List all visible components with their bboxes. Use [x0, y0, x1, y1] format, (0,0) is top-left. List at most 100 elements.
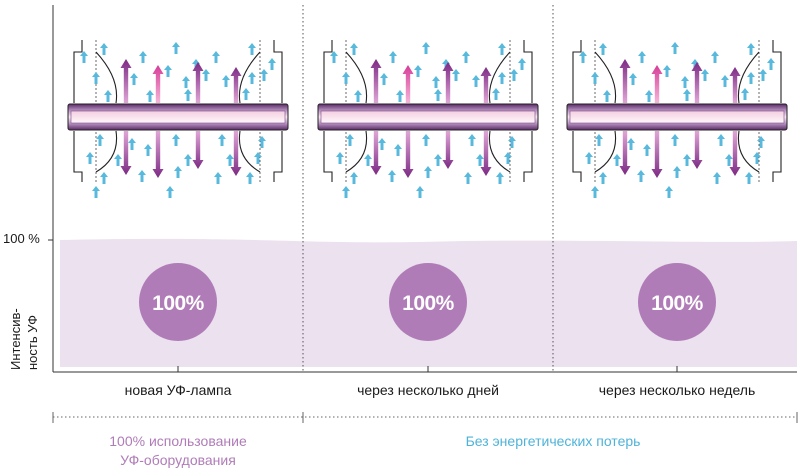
uv-ray-arrow-icon	[741, 88, 749, 100]
uv-ray-arrow-icon	[627, 138, 635, 150]
uv-intensity-arrow-icon	[619, 131, 631, 175]
uv-ray-arrow-icon	[508, 136, 516, 148]
uv-ray-arrow-icon	[130, 73, 138, 85]
uv-ray-arrow-icon	[711, 51, 719, 63]
uv-ray-arrow-icon	[643, 144, 651, 156]
uv-ray-arrow-icon	[671, 42, 679, 54]
uv-ray-arrow-icon	[422, 42, 430, 54]
uv-intensity-arrow-icon	[230, 67, 242, 103]
uv-ray-arrow-icon	[432, 76, 440, 88]
uv-ray-arrow-icon	[673, 166, 681, 178]
uv-ray-arrow-icon	[378, 138, 386, 150]
y-axis-label-line1: Интенсив-	[8, 308, 23, 370]
uv-ray-arrow-icon	[637, 170, 645, 182]
uv-ray-arrow-icon	[166, 186, 174, 198]
uv-ray-arrow-icon	[681, 76, 689, 88]
uv-ray-arrow-icon	[422, 134, 430, 146]
uv-intensity-arrow-icon	[619, 59, 631, 103]
uv-ray-arrow-icon	[671, 134, 679, 146]
intensity-circle-label: 100%	[152, 292, 205, 315]
uv-ray-arrow-icon	[182, 76, 190, 88]
uv-ray-arrow-icon	[629, 73, 637, 85]
uv-ray-arrow-icon	[747, 72, 755, 84]
uv-ray-arrow-icon	[496, 172, 504, 184]
uv-ray-arrow-icon	[128, 138, 136, 150]
uv-intensity-arrow-icon	[480, 131, 492, 176]
reactor-baffle	[594, 51, 760, 173]
uv-ray-arrow-icon	[96, 134, 104, 146]
uv-intensity-arrow-icon	[402, 131, 414, 178]
uv-ray-arrow-icon	[599, 172, 607, 184]
uv-ray-arrow-icon	[645, 90, 653, 102]
uv-ray-arrow-icon	[498, 43, 506, 55]
uv-ray-arrow-icon	[380, 73, 388, 85]
uv-ray-arrow-icon	[212, 51, 220, 63]
uv-ray-arrow-icon	[462, 51, 470, 63]
uv-ray-arrow-icon	[164, 65, 172, 77]
uv-intensity-arrow-icon	[120, 131, 132, 175]
uv-ray-arrow-icon	[416, 186, 424, 198]
uv-ray-arrow-icon	[260, 69, 268, 81]
uv-ray-arrow-icon	[330, 51, 338, 63]
uv-ray-arrow-icon	[504, 152, 512, 164]
uv-ray-arrow-icon	[464, 172, 472, 184]
uv-ray-arrow-icon	[214, 172, 222, 184]
intensity-circle-label: 100%	[402, 292, 455, 315]
uv-ray-arrow-icon	[492, 88, 500, 100]
uv-ray-arrow-icon	[663, 65, 671, 77]
y-tick-label-100: 100 %	[3, 231, 40, 246]
uv-ray-arrow-icon	[184, 154, 192, 166]
uv-ray-arrow-icon	[346, 134, 354, 146]
intensity-circle	[638, 263, 716, 341]
uv-intensity-arrow-icon	[120, 59, 132, 103]
uv-ray-arrow-icon	[518, 58, 526, 70]
uv-ray-arrow-icon	[683, 89, 691, 101]
y-axis-label-line2: ность УФ	[25, 315, 40, 370]
uv-ray-arrow-icon	[222, 75, 230, 87]
column-label: через несколько дней	[357, 382, 499, 398]
uv-ray-arrow-icon	[172, 134, 180, 146]
uv-ray-arrow-icon	[86, 152, 94, 164]
uv-ray-arrow-icon	[452, 69, 460, 81]
uv-intensity-arrow-icon	[370, 131, 382, 175]
uv-ray-arrow-icon	[595, 134, 603, 146]
uv-intensity-arrow-icon	[152, 131, 164, 178]
uv-lamp-core	[320, 110, 536, 124]
uv-ray-arrow-icon	[498, 72, 506, 84]
uv-ray-arrow-icon	[394, 144, 402, 156]
uv-ray-arrow-icon	[747, 43, 755, 55]
reactor-housing	[572, 40, 782, 182]
uv-ray-arrow-icon	[389, 51, 397, 63]
uv-lamp-core	[569, 110, 785, 124]
uv-intensity-arrow-icon	[192, 131, 204, 169]
uv-ray-arrow-icon	[424, 166, 432, 178]
uv-ray-arrow-icon	[364, 154, 372, 166]
uv-ray-arrow-icon	[184, 89, 192, 101]
uv-ray-arrow-icon	[613, 154, 621, 166]
right-note: Без энергетических потерь	[466, 433, 641, 449]
intensity-circle	[139, 263, 217, 341]
uv-ray-arrow-icon	[248, 72, 256, 84]
uv-ray-arrow-icon	[92, 186, 100, 198]
uv-ray-arrow-icon	[396, 90, 404, 102]
uv-ray-arrow-icon	[242, 88, 250, 100]
uv-ray-arrow-icon	[246, 172, 254, 184]
uv-ray-arrow-icon	[745, 172, 753, 184]
column-label: через несколько недель	[599, 382, 756, 398]
uv-ray-arrow-icon	[603, 90, 611, 102]
uv-ray-arrow-icon	[92, 72, 100, 84]
uv-ray-arrow-icon	[757, 136, 765, 148]
uv-intensity-arrow-icon	[152, 65, 164, 103]
uv-ray-arrow-icon	[717, 134, 725, 146]
uv-ray-arrow-icon	[104, 90, 112, 102]
uv-ray-arrow-icon	[510, 69, 518, 81]
uv-ray-arrow-icon	[258, 136, 266, 148]
uv-intensity-arrow-icon	[402, 65, 414, 103]
uv-ray-arrow-icon	[599, 43, 607, 55]
uv-ray-arrow-icon	[138, 170, 146, 182]
uv-ray-arrow-icon	[139, 51, 147, 63]
uv-ray-arrow-icon	[268, 58, 276, 70]
uv-ray-arrow-icon	[414, 65, 422, 77]
uv-ray-arrow-icon	[354, 90, 362, 102]
